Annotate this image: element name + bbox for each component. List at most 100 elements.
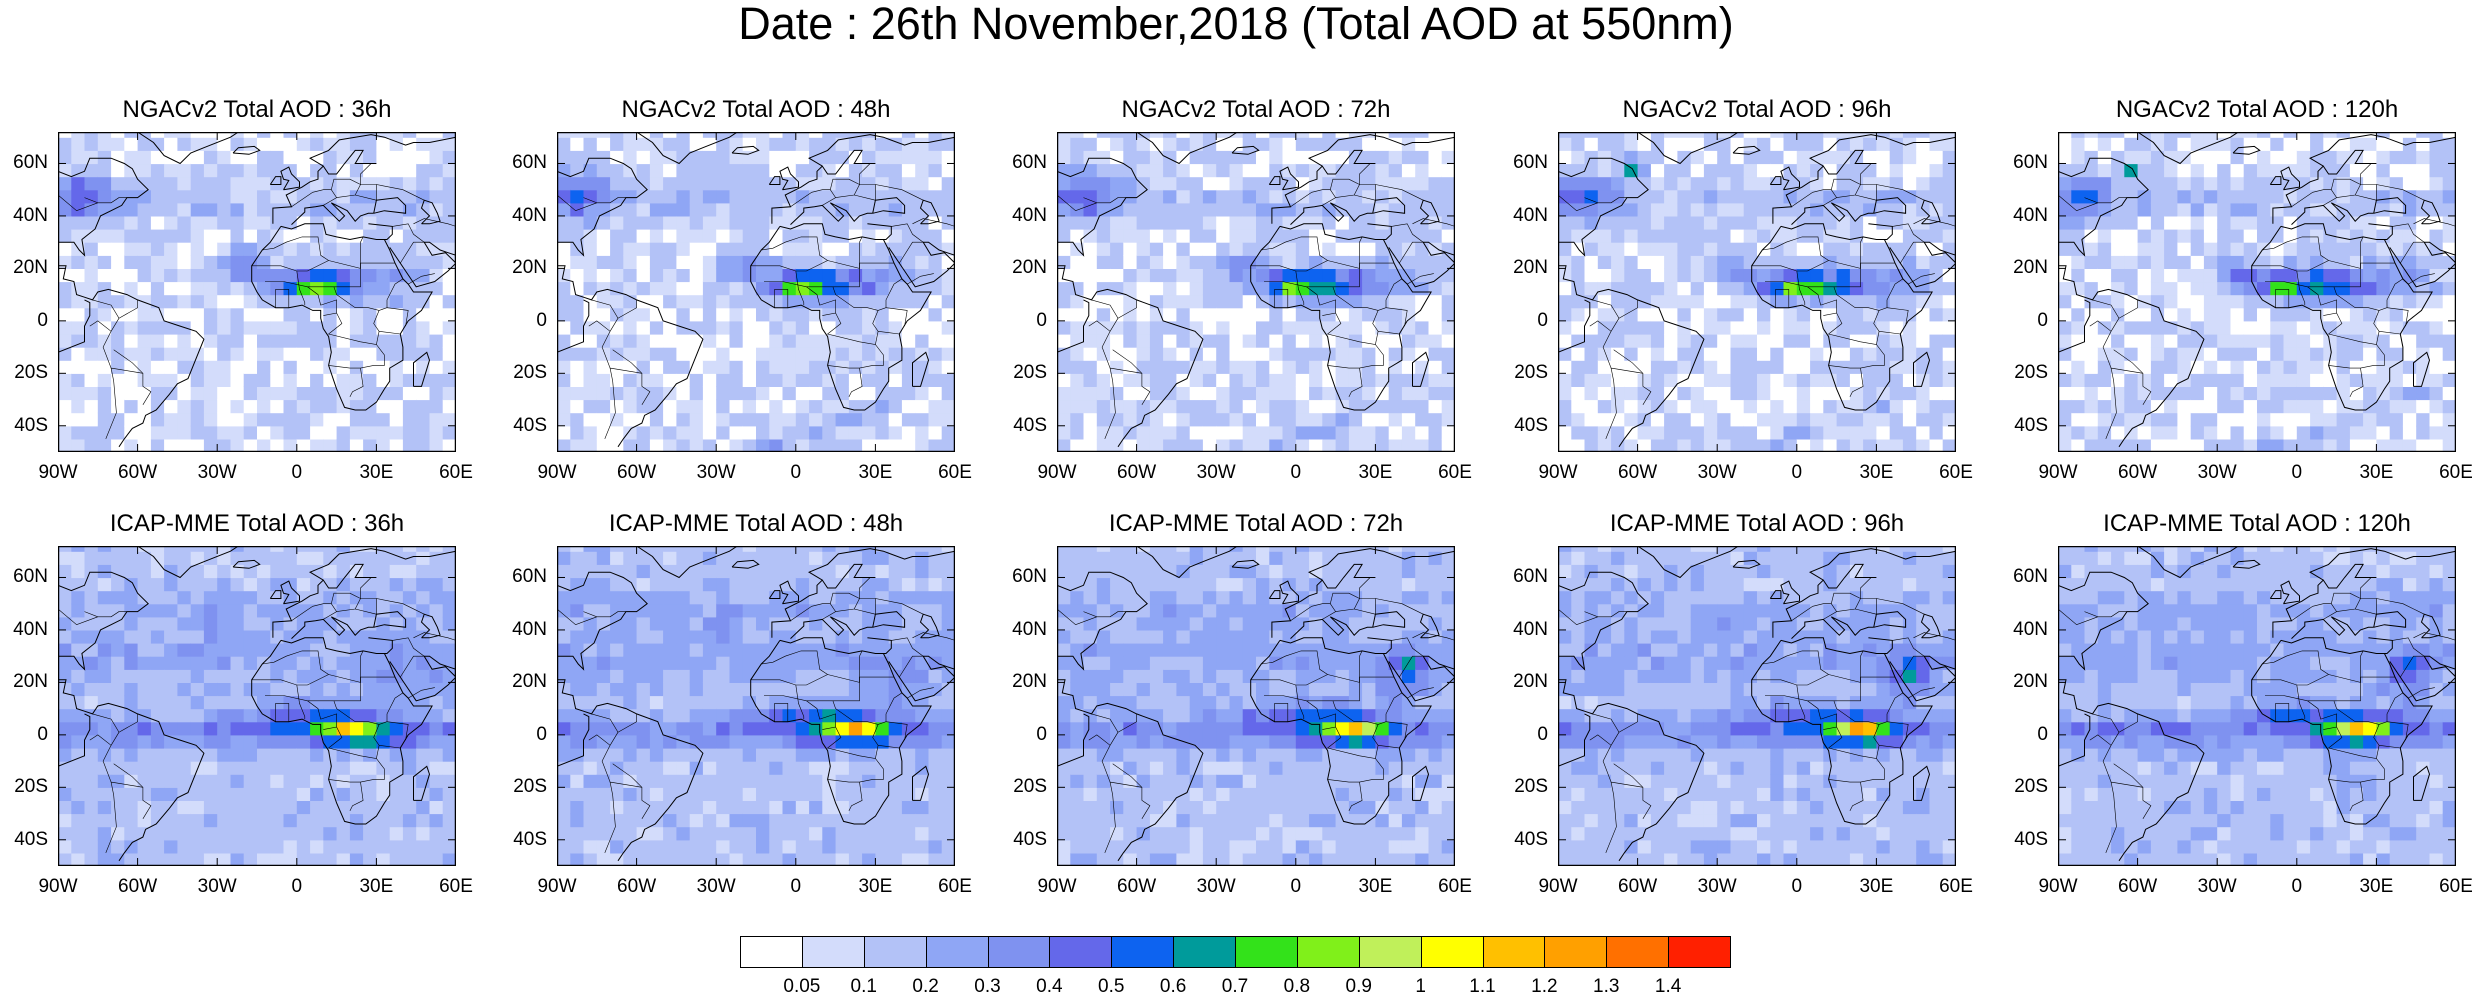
colorbar-label: 0.1: [851, 976, 877, 998]
lon-tick-label: 90W: [38, 462, 77, 484]
colorbar-label: 0.8: [1284, 976, 1310, 998]
lon-tick-label: 30W: [1698, 462, 1737, 484]
aod-map: [1057, 546, 1455, 866]
lat-tick-label: 60N: [13, 152, 48, 174]
lat-tick-label: 0: [37, 724, 48, 746]
colorbar-swatch: [1173, 936, 1236, 968]
panel-title: ICAP-MME Total AOD : 96h: [1518, 510, 1996, 538]
lat-tick-label: 40S: [14, 829, 48, 851]
lat-tick-label: 0: [1036, 310, 1047, 332]
lat-tick-label: 40N: [512, 619, 547, 641]
lat-tick-label: 40S: [14, 415, 48, 437]
lon-tick-label: 0: [1291, 462, 1302, 484]
lat-tick-label: 40N: [1012, 205, 1047, 227]
lon-tick-label: 0: [292, 462, 303, 484]
lon-tick-label: 60W: [118, 876, 157, 898]
lat-tick-label: 40S: [1514, 829, 1548, 851]
lat-tick-label: 60N: [512, 566, 547, 588]
lat-tick-label: 20N: [2013, 671, 2048, 693]
panel-title: NGACv2 Total AOD : 48h: [517, 96, 995, 124]
lon-tick-label: 60W: [118, 462, 157, 484]
colorbar-swatch: [1544, 936, 1607, 968]
lon-tick-label: 30W: [198, 462, 237, 484]
colorbar-label: 0.5: [1098, 976, 1124, 998]
lon-tick-label: 30W: [1197, 462, 1236, 484]
colorbar-label: 1: [1415, 976, 1426, 998]
lat-tick-label: 0: [1036, 724, 1047, 746]
lon-tick-label: 60W: [1618, 462, 1657, 484]
colorbar-label: 1.3: [1593, 976, 1619, 998]
panel-title: NGACv2 Total AOD : 72h: [1017, 96, 1495, 124]
panel-title: NGACv2 Total AOD : 96h: [1518, 96, 1996, 124]
lon-tick-label: 60W: [2118, 876, 2157, 898]
lon-tick-label: 0: [791, 876, 802, 898]
colorbar-swatch: [1421, 936, 1484, 968]
aod-map: [2058, 546, 2456, 866]
colorbar-label: 1.2: [1531, 976, 1557, 998]
lon-tick-label: 60W: [1117, 876, 1156, 898]
colorbar-label: 0.3: [974, 976, 1000, 998]
lon-tick-label: 30E: [359, 876, 393, 898]
lat-tick-label: 20S: [1013, 776, 1047, 798]
lon-tick-label: 90W: [2038, 462, 2077, 484]
lat-tick-label: 20N: [1513, 257, 1548, 279]
lon-tick-label: 0: [1792, 462, 1803, 484]
colorbar-swatch: [1111, 936, 1174, 968]
lon-tick-label: 60E: [1939, 462, 1973, 484]
lat-tick-label: 40N: [1513, 205, 1548, 227]
colorbar-label: 1.4: [1655, 976, 1681, 998]
lon-tick-label: 30E: [359, 462, 393, 484]
lon-tick-label: 30E: [1358, 876, 1392, 898]
lat-tick-label: 60N: [2013, 566, 2048, 588]
panel-title: NGACv2 Total AOD : 36h: [18, 96, 496, 124]
lat-tick-label: 20S: [513, 776, 547, 798]
lat-tick-label: 40S: [1013, 829, 1047, 851]
lat-tick-label: 40S: [513, 829, 547, 851]
lat-tick-label: 40N: [1513, 619, 1548, 641]
aod-map: [58, 132, 456, 452]
colorbar-swatch: [1483, 936, 1546, 968]
lat-tick-label: 20S: [2014, 362, 2048, 384]
lat-tick-label: 20S: [1514, 362, 1548, 384]
lat-tick-label: 40S: [513, 415, 547, 437]
lon-tick-label: 60W: [1117, 462, 1156, 484]
lat-tick-label: 40S: [2014, 415, 2048, 437]
lat-tick-label: 20N: [13, 671, 48, 693]
lat-tick-label: 0: [2037, 310, 2048, 332]
colorbar-label: 0.05: [783, 976, 820, 998]
lat-tick-label: 0: [536, 724, 547, 746]
lat-tick-label: 0: [536, 310, 547, 332]
lat-tick-label: 60N: [2013, 152, 2048, 174]
lat-tick-label: 40N: [1012, 619, 1047, 641]
colorbar-swatch: [926, 936, 989, 968]
lon-tick-label: 90W: [1538, 876, 1577, 898]
lat-tick-label: 20S: [14, 776, 48, 798]
lat-tick-label: 40S: [1013, 415, 1047, 437]
lat-tick-label: 20S: [14, 362, 48, 384]
colorbar-swatch: [864, 936, 927, 968]
lon-tick-label: 30W: [697, 462, 736, 484]
panel-title: ICAP-MME Total AOD : 120h: [2018, 510, 2472, 538]
lat-tick-label: 20S: [513, 362, 547, 384]
lon-tick-label: 0: [1792, 876, 1803, 898]
lat-tick-label: 20S: [1013, 362, 1047, 384]
lon-tick-label: 60W: [1618, 876, 1657, 898]
lon-tick-label: 0: [2292, 462, 2303, 484]
colorbar-label: 0.4: [1036, 976, 1062, 998]
lat-tick-label: 0: [2037, 724, 2048, 746]
aod-map: [1558, 546, 1956, 866]
lon-tick-label: 30E: [858, 462, 892, 484]
lon-tick-label: 90W: [38, 876, 77, 898]
lat-tick-label: 60N: [13, 566, 48, 588]
lon-tick-label: 60E: [439, 462, 473, 484]
colorbar-swatch: [988, 936, 1051, 968]
lat-tick-label: 0: [1537, 724, 1548, 746]
colorbar-swatch: [1235, 936, 1298, 968]
panel-title: NGACv2 Total AOD : 120h: [2018, 96, 2472, 124]
lon-tick-label: 30E: [2359, 876, 2393, 898]
